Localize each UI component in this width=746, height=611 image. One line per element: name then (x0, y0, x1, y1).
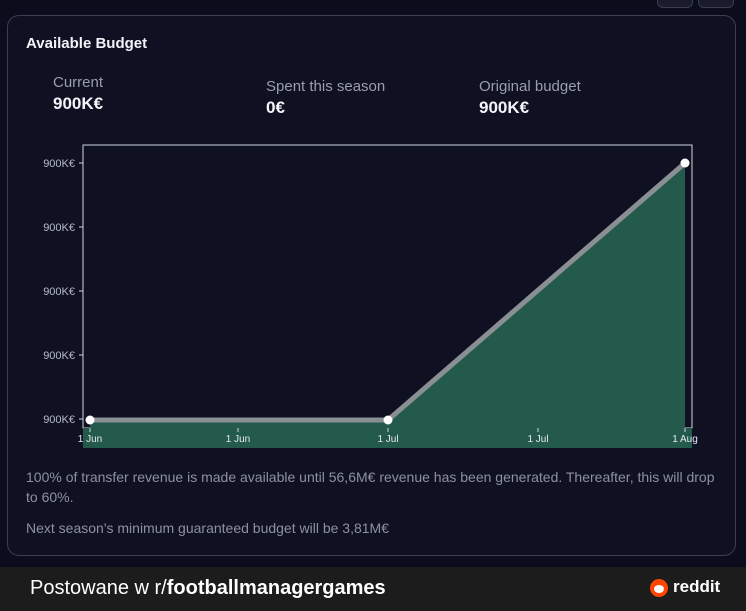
y-tick-label-2: 900K€ (43, 286, 75, 298)
footer-prefix: Postowane w r/ (30, 577, 167, 599)
footer-bar: Postowane w r/footballmanagergames reddi… (0, 567, 746, 611)
footer-subreddit: footballmanagergames (166, 577, 386, 599)
footer-subreddit-text[interactable]: Postowane w r/footballmanagergames (30, 577, 386, 600)
x-axis-band (83, 428, 692, 448)
reddit-brand: reddit (673, 577, 721, 596)
stat-original-value: 900K€ (479, 98, 530, 117)
x-tick-label-3: 1 Jul (527, 434, 548, 445)
budget-chart: 900K€900K€900K€900K€900K€1 Jun 1 Jun 1 Jul… (43, 144, 698, 448)
x-tick-label-4: 1 Aug (672, 434, 698, 445)
data-point-1[interactable] (383, 415, 393, 425)
card-title: Available Budget (26, 35, 148, 52)
x-tick-label-2: 1 Jul (377, 434, 398, 445)
stat-spent: Spent this season 0€ (266, 78, 385, 118)
stat-spent-value: 0€ (266, 98, 285, 117)
data-point-2[interactable] (680, 158, 690, 168)
toolbar-button-2[interactable] (698, 0, 734, 8)
stat-current: Current 900K€ (53, 74, 103, 114)
data-point-0[interactable] (85, 415, 95, 425)
available-budget-card: Available Budget Current 900K€ Spent thi… (7, 15, 736, 556)
stat-original: Original budget 900K€ (479, 78, 581, 118)
y-tick-label-0: 900K€ (43, 158, 75, 170)
toolbar-button-1[interactable] (657, 0, 693, 8)
revenue-note: 100% of transfer revenue is made availab… (26, 469, 715, 505)
next-season-note: Next season's minimum guaranteed budget … (26, 520, 389, 536)
x-tick-label-1: 1 Jun (226, 434, 250, 445)
y-tick-label-3: 900K€ (43, 350, 75, 362)
stat-spent-label: Spent this season (266, 78, 386, 95)
x-tick-label-0: 1 Jun (78, 434, 102, 445)
budget-area (90, 163, 685, 428)
y-tick-label-1: 900K€ (43, 222, 75, 234)
y-tick-label-4: 900K€ (43, 414, 75, 426)
stat-original-label: Original budget (479, 78, 581, 95)
stat-current-value: 900K€ (53, 94, 104, 113)
stat-current-label: Current (53, 74, 104, 91)
reddit-logo-icon (650, 579, 668, 597)
